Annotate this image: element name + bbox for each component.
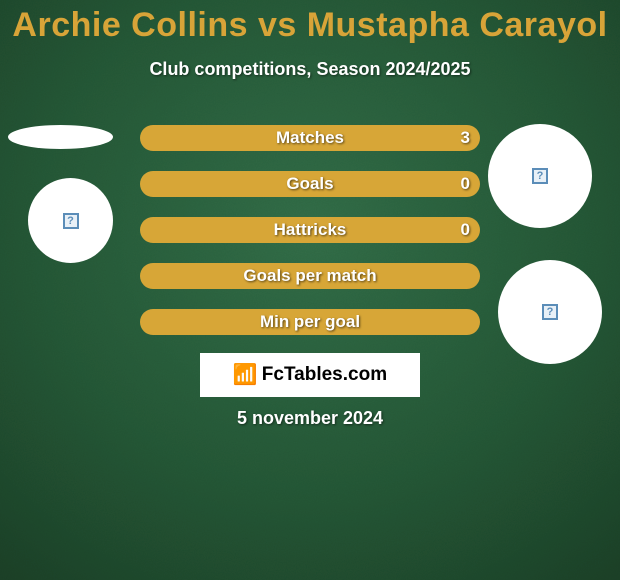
stat-bar: Goals 0 (140, 171, 480, 197)
stat-bar: Goals per match (140, 263, 480, 289)
brand-text: FcTables.com (262, 364, 387, 386)
stat-bar: Matches 3 (140, 125, 480, 151)
stat-bar-value: 0 (461, 220, 470, 240)
stat-bar-label: Min per goal (260, 312, 360, 332)
player-shadow-ellipse (8, 125, 113, 149)
player-left-circle: ? (28, 178, 113, 263)
player-right-bot-circle: ? (498, 260, 602, 364)
missing-image-icon: ? (63, 213, 79, 229)
stat-bar-label: Matches (276, 128, 344, 148)
stat-bar: Min per goal (140, 309, 480, 335)
stat-bar-value: 3 (461, 128, 470, 148)
brand-box: 📶 FcTables.com (200, 353, 420, 397)
player-right-top-circle: ? (488, 124, 592, 228)
date-text: 5 november 2024 (0, 408, 620, 429)
missing-image-icon: ? (532, 168, 548, 184)
brand-chart-icon: 📶 (233, 365, 258, 385)
stat-bar-value: 0 (461, 174, 470, 194)
stat-bar-label: Goals per match (243, 266, 376, 286)
page-title: Archie Collins vs Mustapha Carayol (0, 0, 620, 45)
missing-image-icon: ? (542, 304, 558, 320)
stat-bar: Hattricks 0 (140, 217, 480, 243)
subtitle: Club competitions, Season 2024/2025 (0, 59, 620, 80)
stat-bar-label: Goals (286, 174, 333, 194)
stat-bars: Matches 3 Goals 0 Hattricks 0 Goals per match M… (140, 125, 480, 355)
stat-bar-label: Hattricks (274, 220, 347, 240)
